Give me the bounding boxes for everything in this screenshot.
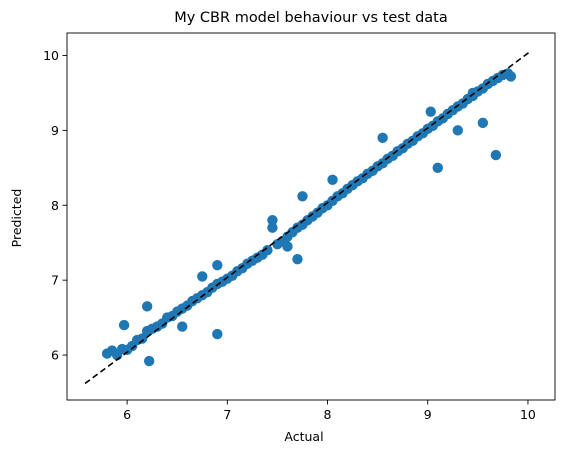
data-point — [267, 215, 278, 226]
x-tick-label: 6 — [123, 407, 131, 422]
data-point — [262, 245, 273, 256]
x-axis-label: Actual — [284, 429, 323, 444]
data-point — [177, 321, 188, 332]
y-tick-label: 6 — [51, 348, 59, 363]
x-tick-label: 8 — [324, 407, 332, 422]
data-point — [297, 191, 308, 202]
data-point — [143, 355, 155, 367]
data-point — [467, 87, 479, 99]
data-point — [327, 174, 338, 185]
y-tick-label: 10 — [43, 48, 59, 63]
reference-line — [84, 51, 531, 385]
y-tick-label: 7 — [51, 273, 59, 288]
data-point — [477, 117, 489, 129]
reference-line-layer — [84, 51, 531, 385]
data-point — [425, 106, 436, 117]
data-point — [432, 162, 443, 174]
data-point — [141, 301, 153, 312]
data-point — [505, 71, 517, 82]
data-point — [136, 333, 148, 344]
data-point — [118, 319, 130, 331]
chart-title: My CBR model behaviour vs test data — [174, 10, 448, 26]
y-tick-label: 8 — [51, 198, 59, 213]
x-tick-label: 7 — [223, 407, 231, 422]
axes-layer: 6 7 8 9 10 6 7 8 9 10 — [43, 32, 556, 422]
data-point — [267, 222, 278, 233]
data-point — [292, 253, 303, 265]
x-tick-label: 10 — [520, 407, 536, 422]
y-tick-label: 9 — [51, 123, 59, 138]
data-point — [212, 328, 223, 340]
data-point — [377, 132, 388, 144]
data-point — [212, 259, 223, 271]
data-point — [197, 271, 208, 282]
x-tick-label: 9 — [424, 407, 432, 422]
data-point — [452, 125, 463, 136]
plot-frame — [66, 32, 556, 401]
data-point — [282, 241, 293, 252]
y-axis-label: Predicted — [9, 189, 24, 248]
data-point — [490, 149, 502, 161]
